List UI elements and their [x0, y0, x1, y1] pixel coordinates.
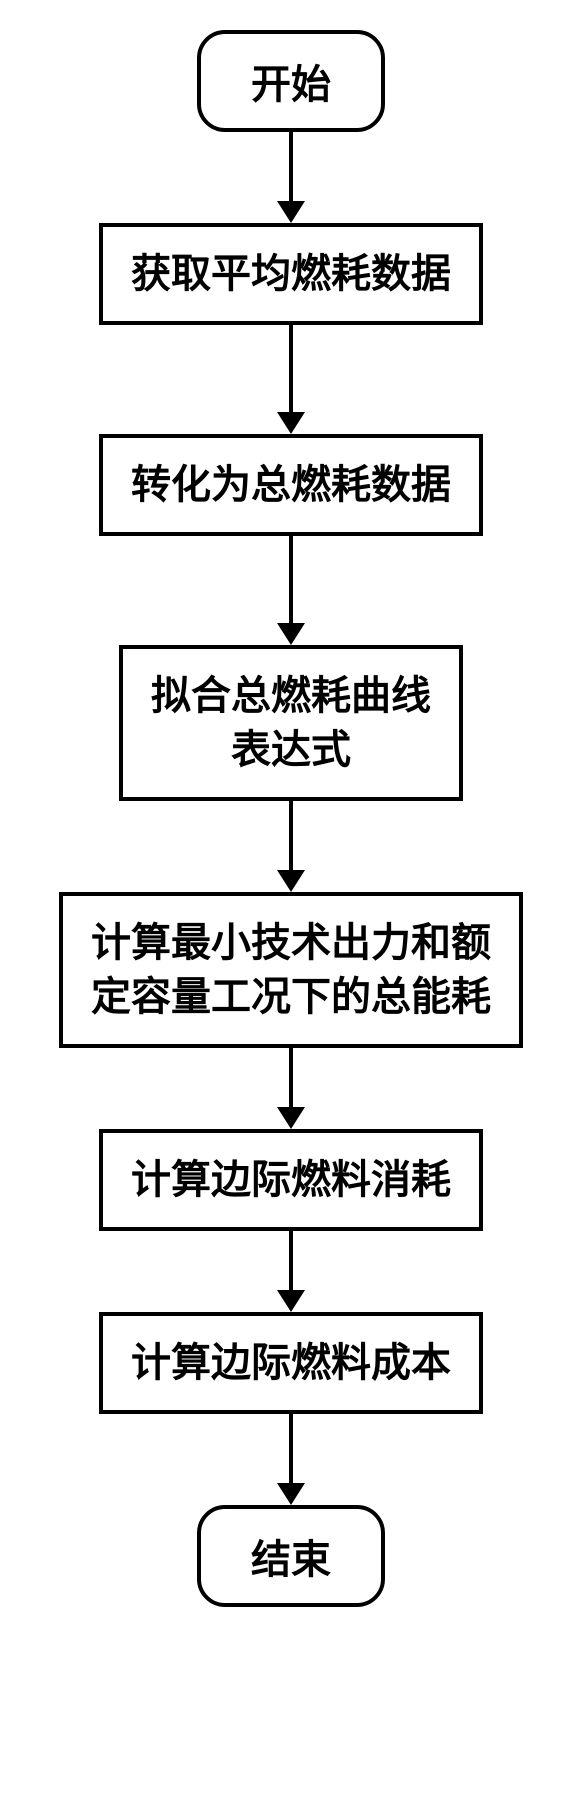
arrow-line — [289, 1231, 293, 1291]
arrow-6 — [277, 1414, 305, 1505]
arrow-line — [289, 801, 293, 871]
process-label-4: 计算最小技术出力和额 定容量工况下的总能耗 — [91, 920, 491, 1019]
process-node-1: 获取平均燃耗数据 — [99, 223, 483, 325]
process-node-4: 计算最小技术出力和额 定容量工况下的总能耗 — [59, 892, 523, 1048]
process-label-5: 计算边际燃料消耗 — [131, 1157, 451, 1202]
arrow-line — [289, 1048, 293, 1108]
process-node-5: 计算边际燃料消耗 — [99, 1129, 483, 1231]
end-node: 结束 — [197, 1505, 385, 1607]
arrow-head-icon — [277, 201, 305, 223]
flowchart-container: 开始 获取平均燃耗数据 转化为总燃耗数据 拟合总燃耗曲线 表达式 计算最小技术出… — [0, 30, 582, 1607]
arrow-line — [289, 325, 293, 413]
end-label: 结束 — [251, 1537, 331, 1582]
arrow-head-icon — [277, 412, 305, 434]
process-node-6: 计算边际燃料成本 — [99, 1312, 483, 1414]
process-node-2: 转化为总燃耗数据 — [99, 434, 483, 536]
process-label-2: 转化为总燃耗数据 — [131, 462, 451, 507]
arrow-3 — [277, 801, 305, 892]
start-label: 开始 — [251, 62, 331, 107]
process-label-3: 拟合总燃耗曲线 表达式 — [151, 673, 431, 772]
arrow-line — [289, 536, 293, 624]
arrow-1 — [277, 325, 305, 434]
process-label-6: 计算边际燃料成本 — [131, 1340, 451, 1385]
arrow-head-icon — [277, 623, 305, 645]
arrow-head-icon — [277, 1483, 305, 1505]
start-node: 开始 — [197, 30, 385, 132]
arrow-line — [289, 1414, 293, 1484]
process-label-1: 获取平均燃耗数据 — [131, 251, 451, 296]
arrow-head-icon — [277, 1290, 305, 1312]
arrow-0 — [277, 132, 305, 223]
process-node-3: 拟合总燃耗曲线 表达式 — [119, 645, 463, 801]
arrow-4 — [277, 1048, 305, 1129]
arrow-line — [289, 132, 293, 202]
arrow-head-icon — [277, 1107, 305, 1129]
arrow-2 — [277, 536, 305, 645]
arrow-head-icon — [277, 870, 305, 892]
arrow-5 — [277, 1231, 305, 1312]
